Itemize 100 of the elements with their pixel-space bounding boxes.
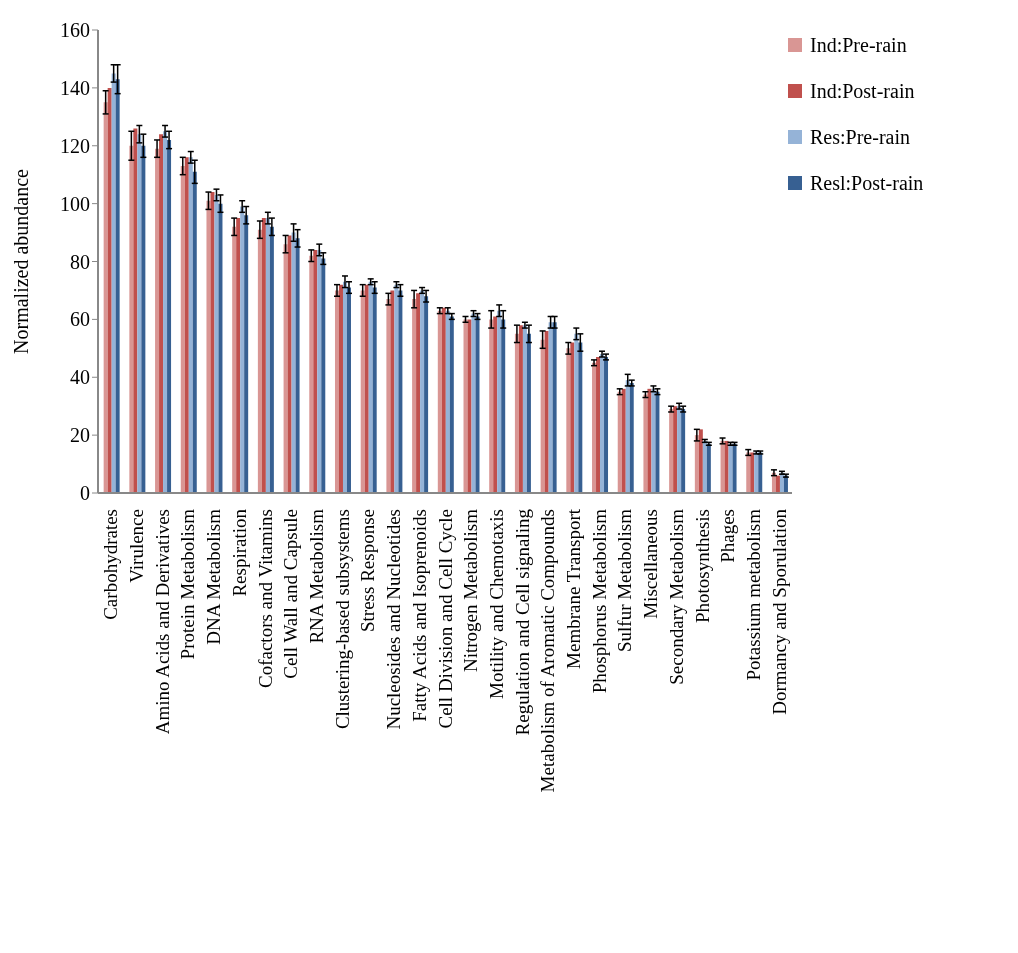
bar	[236, 218, 241, 493]
x-tick-label: Potassium metabolism	[742, 508, 764, 681]
bar	[269, 226, 274, 493]
bar	[129, 145, 134, 493]
x-tick-label: Membrane Transport	[563, 508, 585, 669]
x-tick-label: Regulation and Cell signaling	[511, 508, 533, 736]
bar	[497, 310, 502, 493]
bar	[621, 388, 626, 493]
x-tick-label: Secondary Metabolism	[665, 508, 687, 685]
bar	[338, 284, 343, 493]
bar	[103, 102, 108, 493]
x-tick-label: Carbohydrates	[100, 509, 122, 620]
bar	[694, 435, 699, 493]
bar	[724, 440, 729, 493]
bar	[342, 281, 347, 493]
bar	[669, 409, 674, 493]
bar	[617, 391, 622, 493]
bar	[449, 316, 454, 493]
bar	[463, 319, 468, 493]
legend-label: Ind:Pre-rain	[810, 33, 907, 58]
x-tick-label: Virulence	[126, 509, 148, 583]
bar	[394, 284, 399, 493]
bar	[596, 356, 601, 493]
bar	[475, 316, 480, 493]
bar	[489, 319, 494, 493]
y-tick-label: 0	[80, 482, 90, 505]
bar	[552, 322, 557, 493]
x-tick-label: Respiration	[228, 508, 250, 597]
bar	[600, 354, 605, 493]
x-tick-label: Metabolism of Aromatic Compounds	[537, 509, 559, 793]
bar	[698, 429, 703, 493]
bar	[317, 249, 322, 493]
y-tick-label: 60	[70, 308, 90, 331]
legend-label: Res:Pre-rain	[810, 125, 910, 150]
bar	[673, 406, 678, 493]
bar	[141, 145, 146, 493]
x-tick-label: Motility and Chemotaxis	[485, 509, 507, 699]
bar	[214, 194, 219, 493]
bar	[728, 443, 733, 493]
x-tick-label: DNA Metabolism	[203, 508, 225, 645]
bar	[625, 380, 630, 493]
bar	[750, 452, 755, 493]
bar	[210, 192, 215, 493]
bar	[334, 290, 339, 493]
x-tick-label: Dormancy and Sporulation	[768, 508, 790, 715]
bar	[133, 128, 138, 493]
bar	[578, 342, 583, 493]
bar	[372, 287, 377, 493]
x-tick-label: Cofactors and Vitamins	[254, 509, 276, 688]
y-tick-label: 80	[70, 250, 90, 273]
bar	[732, 443, 737, 493]
bar	[754, 452, 759, 493]
bar	[283, 244, 288, 493]
bar	[441, 307, 446, 493]
bar	[321, 258, 326, 493]
legend-label: Resl:Post-rain	[810, 171, 924, 196]
y-tick-label: 40	[70, 366, 90, 389]
bar	[574, 333, 579, 493]
bar	[501, 319, 506, 493]
bar	[412, 299, 417, 493]
bar	[163, 131, 168, 493]
bar	[137, 134, 142, 493]
bar	[647, 388, 652, 493]
bar	[364, 284, 369, 493]
bar	[604, 356, 609, 493]
x-tick-label: Cell Wall and Capsule	[280, 509, 302, 679]
bar	[420, 290, 425, 493]
bar	[180, 166, 185, 493]
bar	[471, 313, 476, 493]
bar	[218, 203, 223, 493]
bar	[240, 206, 245, 493]
x-tick-label: Stress Response	[357, 509, 379, 632]
bar	[261, 218, 266, 493]
x-tick-label: Phages	[717, 509, 739, 563]
x-tick-label: Fatty Acids and Isoprenoids	[408, 509, 430, 722]
bar	[111, 73, 116, 493]
bar	[416, 293, 421, 493]
bar	[368, 281, 373, 493]
y-tick-label: 120	[60, 134, 90, 157]
x-tick-label: RNA Metabolism	[305, 508, 327, 644]
x-tick-label: Nucleosides and Nucleotides	[383, 509, 405, 730]
bar	[257, 229, 262, 493]
bar	[677, 406, 682, 493]
x-tick-label: Phosphorus Metabolism	[588, 508, 610, 694]
bar	[775, 475, 780, 493]
bar	[655, 391, 660, 493]
bar	[287, 235, 292, 493]
bar	[592, 362, 597, 493]
bar	[526, 333, 531, 493]
bar	[309, 255, 314, 493]
bar	[548, 322, 553, 493]
bar	[167, 139, 172, 493]
x-tick-label: Protein Metabolism	[177, 508, 199, 660]
bar	[702, 440, 707, 493]
x-tick-label: Photosynthesis	[691, 509, 713, 624]
bar	[651, 388, 656, 493]
bar	[522, 325, 527, 493]
x-tick-label: Miscellaneous	[640, 509, 662, 619]
bar	[720, 440, 725, 493]
bar	[746, 452, 751, 493]
